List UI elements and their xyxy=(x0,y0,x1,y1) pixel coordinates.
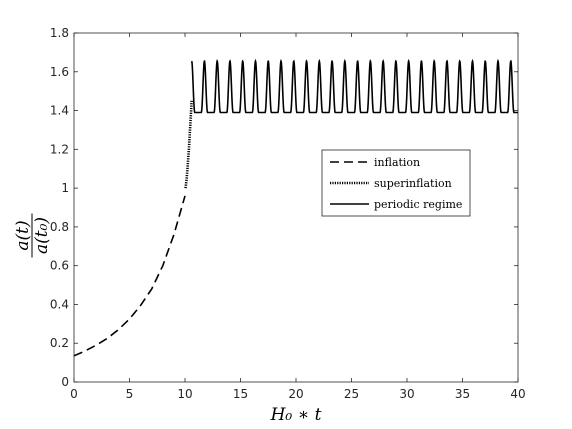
legend: inflation superinflation periodic regime xyxy=(321,149,471,217)
legend-label-superinflation: superinflation xyxy=(374,177,452,190)
series-line-periodic-regime xyxy=(190,58,518,114)
y-tick-label: 0 xyxy=(61,375,69,389)
x-tick-label: 25 xyxy=(344,387,359,401)
y-tick-label: 0.2 xyxy=(50,336,69,350)
y-axis-label-denominator: a(t₀) xyxy=(32,217,52,254)
series-layer xyxy=(73,58,518,357)
y-tick-label: 0.6 xyxy=(50,259,69,273)
y-tick-label: 1.8 xyxy=(50,26,69,40)
legend-label-inflation: inflation xyxy=(374,156,420,169)
y-axis-label-numerator: a(t) xyxy=(13,220,33,250)
y-tick-label: 0.4 xyxy=(50,297,69,311)
y-axis-label: a(t) a(t₀) xyxy=(13,213,52,258)
x-tick-label: 35 xyxy=(455,387,470,401)
x-axis-ticks: 0 5 10 15 20 25 30 35 40 xyxy=(70,33,526,401)
x-tick-label: 10 xyxy=(177,387,192,401)
x-axis-label: H₀ ∗ t xyxy=(270,405,322,425)
series-line-inflation xyxy=(73,195,186,357)
y-tick-label: 1.4 xyxy=(50,104,69,118)
y-tick-label: 0.8 xyxy=(50,220,69,234)
series-line-superinflation xyxy=(184,100,193,189)
y-axis-ticks: 0 0.2 0.4 0.6 0.8 1 1.2 1.4 1.6 1.8 xyxy=(50,26,518,389)
y-tick-label: 1.2 xyxy=(50,142,69,156)
x-tick-label: 30 xyxy=(399,387,414,401)
legend-box xyxy=(321,149,471,217)
x-tick-label: 40 xyxy=(510,387,525,401)
x-tick-label: 0 xyxy=(70,387,78,401)
x-tick-label: 15 xyxy=(233,387,248,401)
x-tick-label: 20 xyxy=(288,387,303,401)
x-tick-label: 5 xyxy=(126,387,134,401)
y-tick-label: 1.6 xyxy=(50,65,69,79)
legend-label-periodic-regime: periodic regime xyxy=(374,198,462,211)
y-tick-label: 1 xyxy=(61,181,69,195)
